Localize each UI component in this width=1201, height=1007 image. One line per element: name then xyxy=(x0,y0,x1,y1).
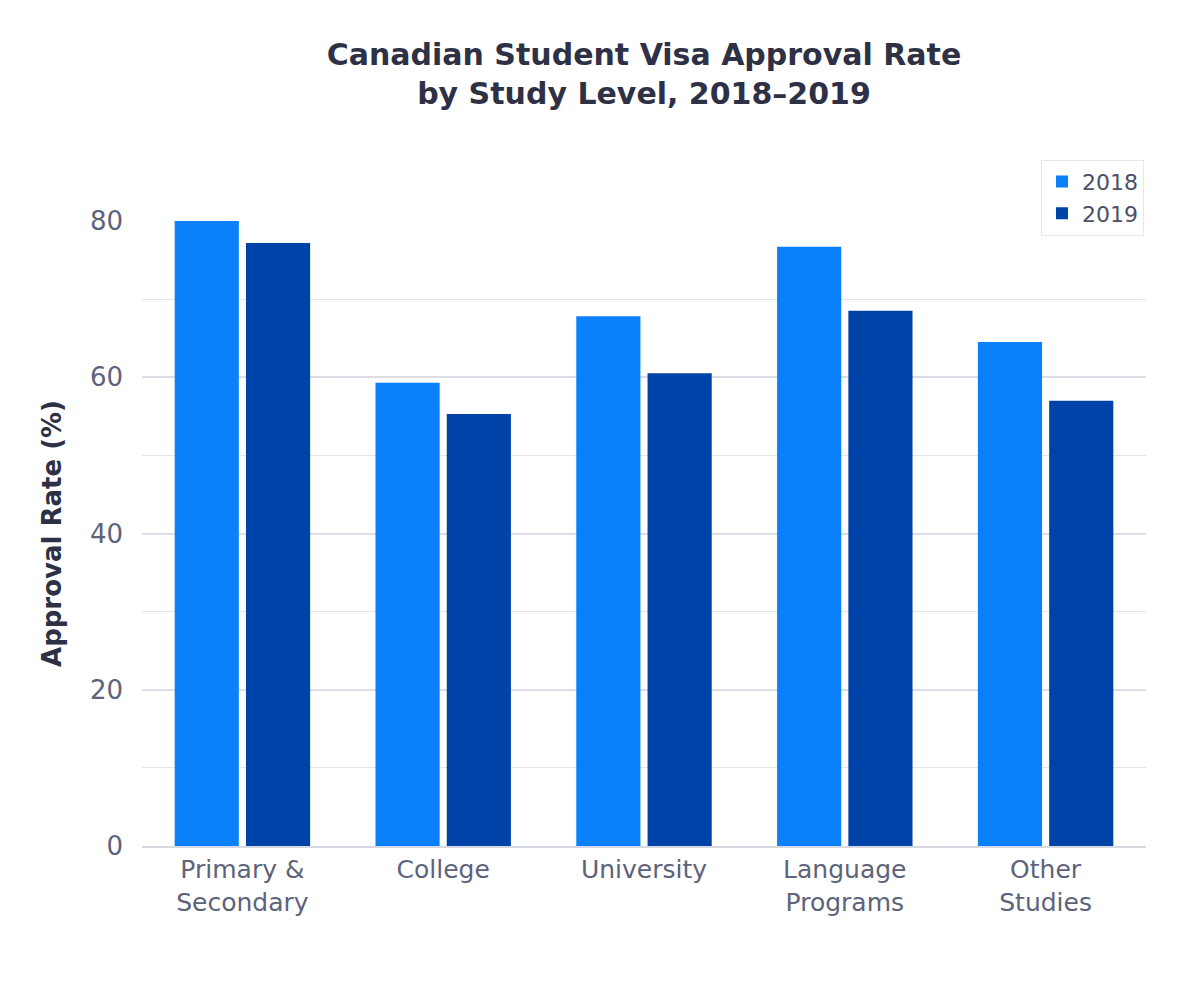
svg-text:2018: 2018 xyxy=(1082,170,1138,195)
svg-text:OtherStudies: OtherStudies xyxy=(999,855,1092,917)
svg-text:80: 80 xyxy=(90,206,123,236)
svg-text:20: 20 xyxy=(90,675,123,705)
svg-text:LanguagePrograms: LanguagePrograms xyxy=(783,855,906,917)
svg-text:60: 60 xyxy=(90,362,123,392)
svg-text:College: College xyxy=(397,855,490,884)
svg-text:Approval Rate (%): Approval Rate (%) xyxy=(37,400,67,667)
svg-text:40: 40 xyxy=(90,519,123,549)
svg-text:Canadian Student Visa Approval: Canadian Student Visa Approval Rateby St… xyxy=(327,37,962,111)
svg-text:2019: 2019 xyxy=(1082,202,1138,227)
svg-text:Primary &Secondary: Primary &Secondary xyxy=(176,855,309,917)
svg-text:0: 0 xyxy=(106,831,123,861)
svg-text:University: University xyxy=(581,855,707,884)
